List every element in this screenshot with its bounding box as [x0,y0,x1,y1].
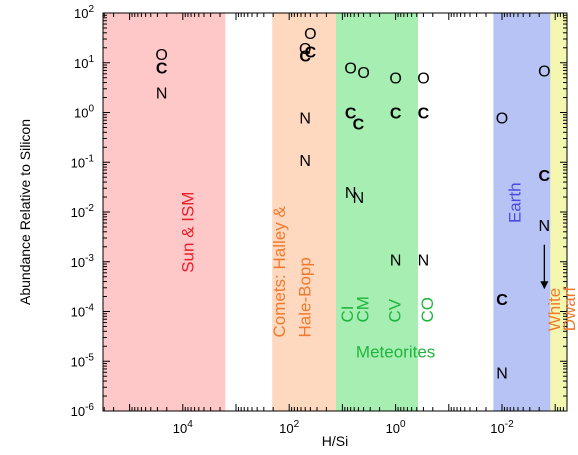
plot-frame [102,12,568,412]
data-point-n: N [299,153,311,170]
data-point-n: N [539,218,551,235]
x-tick-label: 10-2 [490,419,514,436]
x-tick-label: 102 [279,419,299,436]
meteorites-label: Meteorites [356,342,435,361]
data-point-n: N [156,86,168,103]
band-label: Comets: Halley & [270,206,289,338]
data-point-n: N [299,110,311,127]
data-point-o: O [344,61,356,78]
tick-labels-layer: 104 102 100 10-2 102 101 100 10-1 10-2 10-3 10-4 10… [71,4,514,436]
band-label: Dwarf [560,287,578,332]
data-point-c: C [539,168,551,185]
y-tick-label: 10-5 [71,352,95,369]
upper-limit-arrow-head [540,281,549,290]
data-point-c: C [345,106,357,123]
data-point-o: O [155,47,167,64]
y-tick-label: 10-6 [71,402,95,419]
band-label: CV [386,298,405,322]
band-label: Hale-Bopp [295,257,314,337]
band-label: Earth [505,182,524,223]
data-point-n: N [418,253,430,270]
x-tick-label: 100 [386,419,406,436]
data-point-c: C [353,117,365,134]
y-tick-label: 10-2 [71,203,95,220]
y-tick-label: 10-3 [71,253,95,270]
band-label: Sun & ISM [178,192,197,273]
y-tick-label: 101 [74,54,94,71]
y-tick-label: 10-4 [71,303,95,320]
band-label: CO [418,297,437,323]
data-point-c: C [496,292,508,309]
y-tick-label: 10-1 [71,153,95,170]
data-point-c: C [418,106,430,123]
data-point-n: N [345,185,357,202]
band-3 [493,13,551,411]
band-0 [103,13,226,411]
data-point-o: O [417,71,429,88]
data-point-o: O [299,41,311,58]
data-point-n: N [390,253,402,270]
data-point-o: O [538,63,550,80]
data-point-n: N [353,190,365,207]
data-point-c: C [305,44,317,61]
data-point-n: N [496,365,508,382]
band-1 [272,13,336,411]
bands-layer [103,13,567,411]
band-label: CI [338,306,357,323]
data-point-o: O [304,26,316,43]
band-label: White [545,288,564,331]
data-point-c: C [299,48,311,65]
band-2 [335,13,418,411]
data-point-o: O [357,65,369,82]
data-point-c: C [390,106,402,123]
data-point-c: C [156,61,168,78]
y-axis-title: Abundance Relative to Silicon [17,119,33,305]
data-point-o: O [496,110,508,127]
band-label: CM [354,296,373,322]
y-tick-label: 102 [74,4,94,21]
y-tick-label: 100 [74,104,94,121]
data-point-o: O [389,71,401,88]
x-axis-title: H/Si [322,433,348,449]
x-tick-label: 104 [173,419,193,436]
ticks-layer [103,12,568,412]
